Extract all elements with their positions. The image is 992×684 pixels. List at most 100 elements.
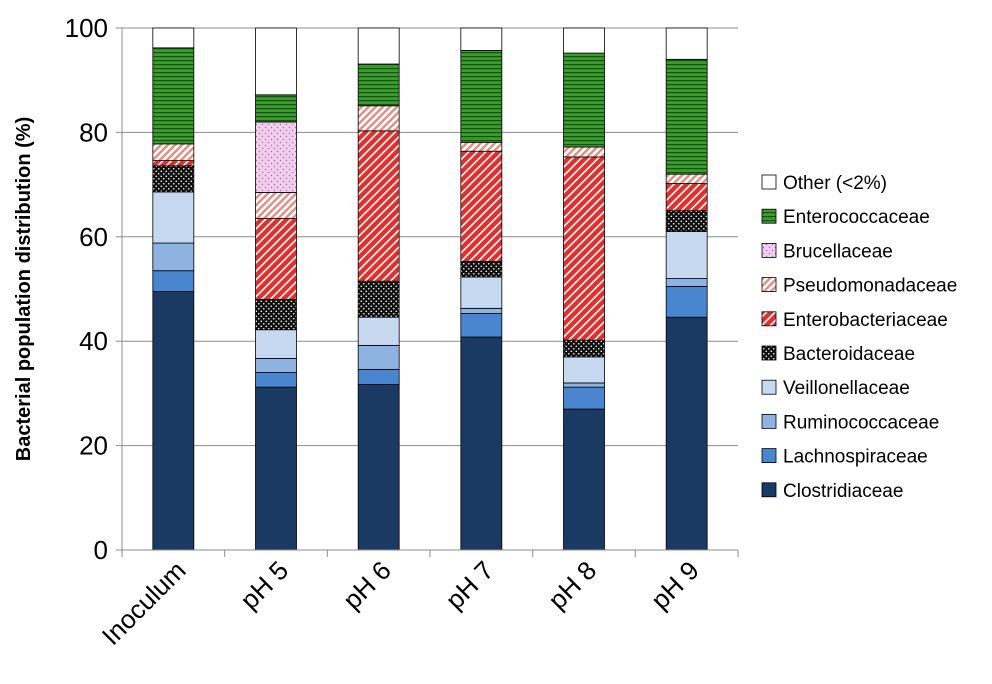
bar-segment-enterobacteriaceae <box>665 183 708 212</box>
x-tick-label: pH 7 <box>440 555 500 615</box>
bar-segment-other-2 <box>665 27 708 60</box>
bars <box>152 27 708 551</box>
bar-segment-veillonellaceae <box>255 329 297 359</box>
bar-segment-other-2 <box>563 27 605 54</box>
y-tick-label: 60 <box>79 222 108 252</box>
bar-segment-lachnospiraceae <box>152 270 195 293</box>
bar-segment-bacteroidaceae <box>460 260 503 278</box>
y-tick-label: 80 <box>79 117 108 147</box>
bar-segment-enterococcaceae <box>665 58 708 175</box>
bar-segment-other-2 <box>460 27 503 51</box>
y-tick-label: 100 <box>65 13 108 43</box>
bar-segment-veillonellaceae <box>357 316 400 346</box>
legend-item-enterobacteriaceae: Enterobacteriaceae <box>761 310 948 331</box>
bar-segment-ruminococcaceae <box>460 307 503 314</box>
bar-segment-ruminococcaceae <box>357 344 400 370</box>
bar-segment-clostridiaceae <box>460 336 503 551</box>
bar-segment-clostridiaceae <box>357 384 400 551</box>
legend-label: Clostridiaceae <box>783 481 903 502</box>
bar-segment-bacteroidaceae <box>563 339 605 358</box>
legend-item-other-2: Other (<2%) <box>761 173 887 194</box>
bar-stack-ph-5 <box>255 27 297 551</box>
y-tick-label: 40 <box>79 326 108 356</box>
bar-segment-veillonellaceae <box>460 276 503 309</box>
bar-segment-enterobacteriaceae <box>357 130 400 282</box>
legend-label: Brucellaceae <box>783 241 893 262</box>
bar-segment-lachnospiraceae <box>255 372 297 388</box>
bar-segment-enterococcaceae <box>357 63 400 107</box>
bar-segment-pseudomonadaceae <box>357 105 400 132</box>
legend-swatch <box>761 208 777 224</box>
legend-swatch <box>761 482 777 498</box>
y-tick-label: 20 <box>79 431 108 461</box>
x-tick-label: Inoculum <box>96 555 192 651</box>
bar-segment-lachnospiraceae <box>665 285 708 318</box>
bar-segment-enterobacteriaceae <box>563 156 605 341</box>
bar-segment-pseudomonadaceae <box>255 192 297 219</box>
legend-item-enterococcaceae: Enterococcaceae <box>761 207 930 228</box>
bar-segment-enterobacteriaceae <box>152 160 195 167</box>
legend-swatch <box>761 277 777 293</box>
legend-item-ruminococcaceae: Ruminococcaceae <box>761 412 939 433</box>
bar-segment-enterococcaceae <box>460 50 503 143</box>
bar-segment-veillonellaceae <box>152 191 195 244</box>
legend: Other (<2%) Enterococcaceae Brucellaceae Ps… <box>761 173 957 502</box>
legend-swatch <box>761 345 777 361</box>
bar-segment-enterobacteriaceae <box>460 150 503 262</box>
bar-stack-ph-9 <box>665 27 708 551</box>
y-tick-label: 0 <box>94 535 108 565</box>
bar-segment-bacteroidaceae <box>255 299 297 331</box>
bar-segment-enterobacteriaceae <box>255 218 297 300</box>
x-tick-label: pH 9 <box>645 555 705 615</box>
bar-segment-ruminococcaceae <box>152 242 195 272</box>
legend-item-pseudomonadaceae: Pseudomonadaceae <box>761 276 957 297</box>
bar-segment-other-2 <box>255 27 297 96</box>
legend-label: Enterococcaceae <box>783 207 930 228</box>
bar-segment-ruminococcaceae <box>665 278 708 287</box>
bar-stack-ph-7 <box>460 27 503 551</box>
legend-item-veillonellaceae: Veillonellaceae <box>761 378 910 399</box>
bar-segment-lachnospiraceae <box>460 313 503 338</box>
legend-swatch <box>761 311 777 327</box>
bar-segment-ruminococcaceae <box>563 382 605 388</box>
x-tick-label: pH 5 <box>234 555 294 615</box>
legend-label: Enterobacteriaceae <box>783 310 948 331</box>
bar-segment-lachnospiraceae <box>357 368 400 385</box>
bar-segment-ruminococcaceae <box>255 358 297 373</box>
legend-swatch <box>761 448 777 464</box>
bar-stack-ph-8 <box>563 27 605 551</box>
legend-item-clostridiaceae: Clostridiaceae <box>761 481 903 502</box>
legend-item-lachnospiraceae: Lachnospiraceae <box>761 447 928 468</box>
x-tick-label: pH 6 <box>337 555 397 615</box>
bar-segment-bacteroidaceae <box>357 280 400 318</box>
legend-item-bacteroidaceae: Bacteroidaceae <box>761 344 915 365</box>
y-axis-title: Bacterial population distribution (%) <box>13 117 35 461</box>
legend-swatch <box>761 242 777 258</box>
bar-segment-clostridiaceae <box>665 316 708 551</box>
bar-segment-pseudomonadaceae <box>460 141 503 152</box>
legend-label: Veillonellaceae <box>783 378 910 399</box>
bar-segment-pseudomonadaceae <box>563 146 605 158</box>
bar-segment-pseudomonadaceae <box>665 173 708 184</box>
bar-segment-clostridiaceae <box>563 408 605 551</box>
legend-label: Pseudomonadaceae <box>783 276 957 297</box>
bar-segment-brucellaceae <box>255 121 297 193</box>
x-tick-label: pH 8 <box>542 555 602 615</box>
bar-stack-inoculum <box>152 27 195 551</box>
bar-segment-clostridiaceae <box>152 291 195 551</box>
bar-segment-veillonellaceae <box>563 356 605 384</box>
bar-segment-bacteroidaceae <box>152 165 195 193</box>
bar-segment-other-2 <box>152 27 195 49</box>
bar-segment-other-2 <box>357 27 400 65</box>
bar-segment-pseudomonadaceae <box>152 143 195 161</box>
bar-segment-enterococcaceae <box>255 94 297 123</box>
bar-segment-lachnospiraceae <box>563 386 605 410</box>
gridlines <box>122 27 738 447</box>
axes <box>116 27 739 557</box>
bar-segment-enterococcaceae <box>563 52 605 148</box>
bar-stack-ph-6 <box>357 27 400 551</box>
legend-swatch <box>761 174 777 190</box>
legend-label: Other (<2%) <box>783 173 887 194</box>
